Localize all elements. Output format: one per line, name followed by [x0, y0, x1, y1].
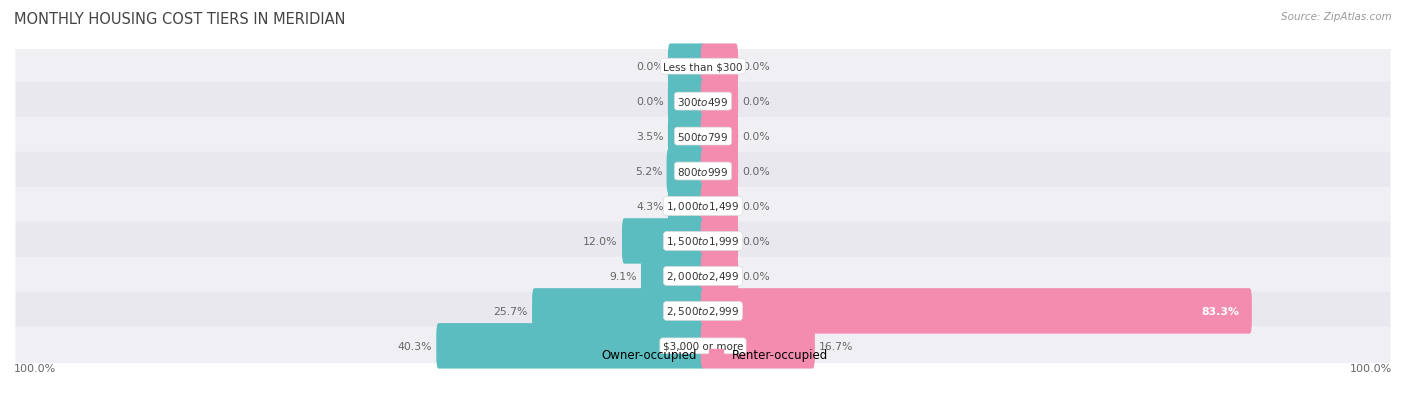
- FancyBboxPatch shape: [700, 219, 738, 264]
- Text: 100.0%: 100.0%: [14, 363, 56, 373]
- FancyBboxPatch shape: [700, 254, 738, 299]
- FancyBboxPatch shape: [15, 222, 1391, 261]
- FancyBboxPatch shape: [700, 114, 738, 159]
- FancyBboxPatch shape: [700, 149, 738, 194]
- Text: 3.5%: 3.5%: [636, 132, 664, 142]
- Text: 16.7%: 16.7%: [820, 341, 853, 351]
- Text: 40.3%: 40.3%: [398, 341, 432, 351]
- FancyBboxPatch shape: [15, 257, 1391, 295]
- Text: $1,500 to $1,999: $1,500 to $1,999: [666, 235, 740, 248]
- Text: MONTHLY HOUSING COST TIERS IN MERIDIAN: MONTHLY HOUSING COST TIERS IN MERIDIAN: [14, 12, 346, 27]
- FancyBboxPatch shape: [668, 114, 706, 159]
- Text: 9.1%: 9.1%: [609, 271, 637, 281]
- Text: $300 to $499: $300 to $499: [678, 96, 728, 108]
- FancyBboxPatch shape: [15, 83, 1391, 121]
- Text: 25.7%: 25.7%: [494, 306, 527, 316]
- Text: $3,000 or more: $3,000 or more: [662, 341, 744, 351]
- FancyBboxPatch shape: [15, 327, 1391, 365]
- Text: 12.0%: 12.0%: [583, 236, 617, 247]
- Text: $500 to $799: $500 to $799: [678, 131, 728, 143]
- Text: $2,000 to $2,499: $2,000 to $2,499: [666, 270, 740, 283]
- Text: Less than $300: Less than $300: [664, 62, 742, 72]
- FancyBboxPatch shape: [15, 152, 1391, 191]
- Text: 0.0%: 0.0%: [742, 62, 770, 72]
- FancyBboxPatch shape: [15, 292, 1391, 330]
- Text: 0.0%: 0.0%: [742, 202, 770, 211]
- FancyBboxPatch shape: [700, 44, 738, 90]
- Text: 0.0%: 0.0%: [742, 132, 770, 142]
- Text: $1,000 to $1,499: $1,000 to $1,499: [666, 200, 740, 213]
- FancyBboxPatch shape: [700, 79, 738, 125]
- Text: 83.3%: 83.3%: [1202, 306, 1240, 316]
- FancyBboxPatch shape: [700, 288, 1251, 334]
- FancyBboxPatch shape: [700, 184, 738, 229]
- FancyBboxPatch shape: [666, 149, 706, 194]
- Text: 0.0%: 0.0%: [636, 62, 664, 72]
- FancyBboxPatch shape: [15, 188, 1391, 225]
- FancyBboxPatch shape: [15, 118, 1391, 156]
- Text: 0.0%: 0.0%: [742, 236, 770, 247]
- FancyBboxPatch shape: [668, 79, 706, 125]
- Text: 0.0%: 0.0%: [742, 166, 770, 177]
- FancyBboxPatch shape: [668, 44, 706, 90]
- Text: Source: ZipAtlas.com: Source: ZipAtlas.com: [1281, 12, 1392, 22]
- FancyBboxPatch shape: [15, 48, 1391, 86]
- FancyBboxPatch shape: [531, 288, 706, 334]
- Text: $800 to $999: $800 to $999: [678, 166, 728, 178]
- Text: 0.0%: 0.0%: [742, 271, 770, 281]
- Text: 0.0%: 0.0%: [742, 97, 770, 107]
- FancyBboxPatch shape: [668, 184, 706, 229]
- FancyBboxPatch shape: [436, 323, 706, 369]
- Legend: Owner-occupied, Renter-occupied: Owner-occupied, Renter-occupied: [578, 348, 828, 361]
- FancyBboxPatch shape: [641, 254, 706, 299]
- FancyBboxPatch shape: [621, 219, 706, 264]
- Text: $2,500 to $2,999: $2,500 to $2,999: [666, 305, 740, 318]
- Text: 100.0%: 100.0%: [1350, 363, 1392, 373]
- Text: 5.2%: 5.2%: [636, 166, 662, 177]
- FancyBboxPatch shape: [700, 323, 815, 369]
- Text: 0.0%: 0.0%: [636, 97, 664, 107]
- Text: 4.3%: 4.3%: [636, 202, 664, 211]
